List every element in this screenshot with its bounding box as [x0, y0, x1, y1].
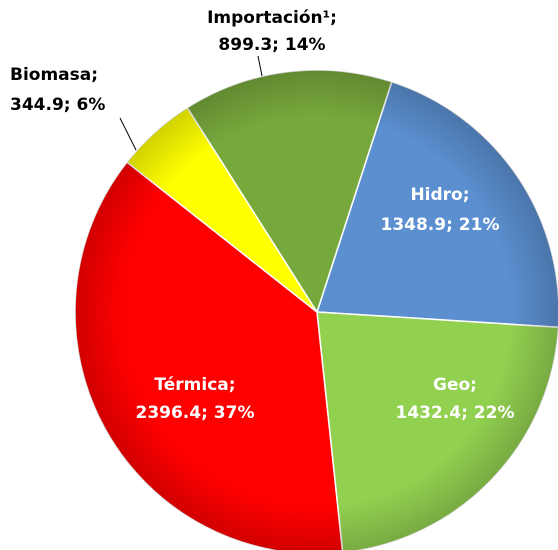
slice-label-name: Térmica; [154, 375, 235, 395]
slice-label-value: 1348.9; 21% [380, 215, 499, 235]
slice-label-name: Importación¹; [207, 8, 337, 28]
slice-label-value: 344.9; 6% [10, 95, 105, 115]
pie [74, 69, 558, 550]
slice-label-value: 1432.4; 22% [395, 403, 514, 423]
leader-line [119, 117, 137, 151]
slice-label-name: Hidro; [410, 185, 469, 205]
slice-label-value: 899.3; 14% [218, 35, 325, 55]
slice-label-name: Geo; [433, 375, 477, 395]
slice-label-value: 2396.4; 37% [135, 403, 254, 423]
slice-label-name: Biomasa; [10, 65, 98, 85]
pie-slice [316, 311, 558, 550]
leader-line [257, 55, 263, 77]
